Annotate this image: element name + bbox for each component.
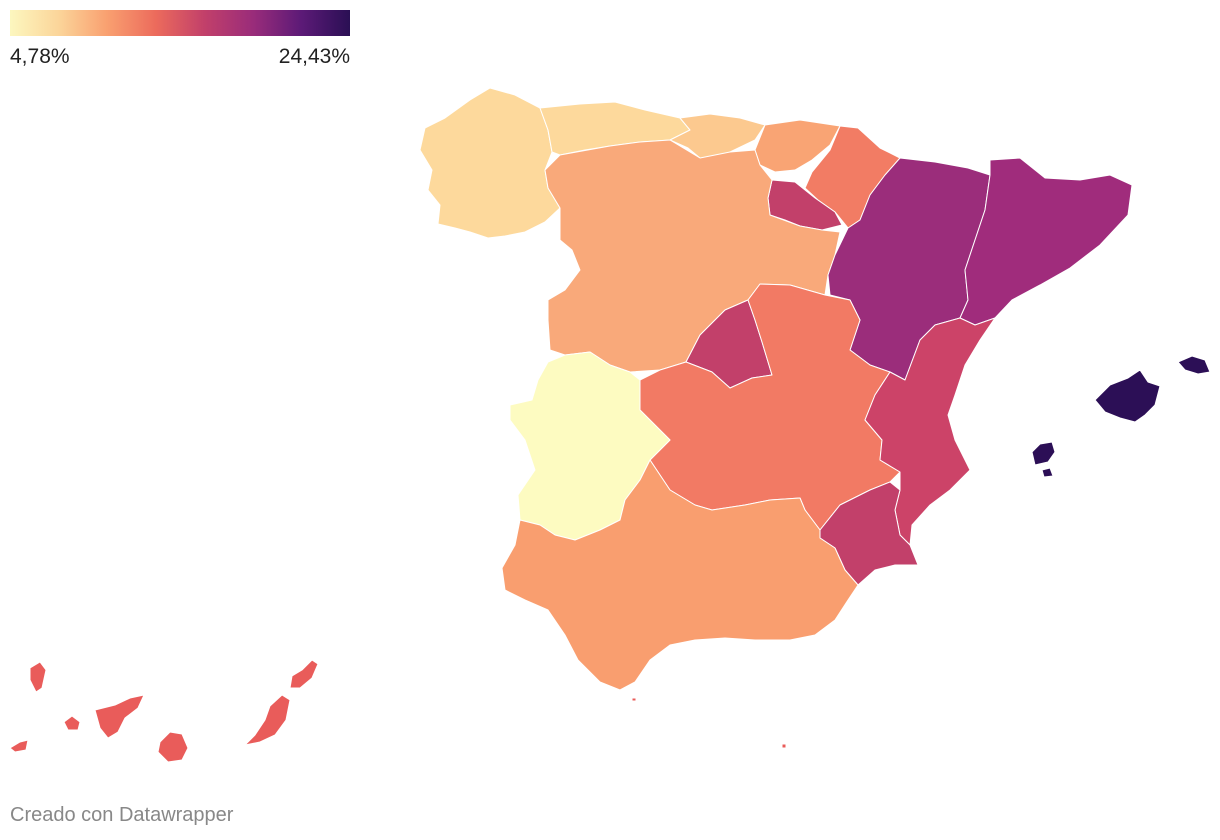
region-melilla[interactable] — [781, 743, 787, 749]
legend-color-scale — [10, 10, 350, 36]
credit-text: Creado con Datawrapper — [10, 804, 234, 826]
region-baleares[interactable] — [1094, 369, 1161, 423]
region-canarias-gran-canaria[interactable] — [157, 731, 189, 763]
region-ceuta[interactable] — [631, 697, 637, 702]
region-andalucia[interactable] — [501, 459, 859, 691]
legend: 4,78% 24,43% — [10, 10, 350, 71]
region-baleares-menorca[interactable] — [1177, 355, 1211, 375]
region-baleares-formentera[interactable] — [1041, 467, 1054, 478]
region-canarias-la-gomera[interactable] — [63, 715, 81, 731]
region-canarias-tenerife[interactable] — [94, 694, 145, 739]
region-canarias-lanzarote[interactable] — [289, 659, 319, 689]
region-canarias-el-hierro[interactable] — [9, 739, 29, 753]
legend-min-label: 4,78% — [10, 45, 70, 68]
region-baleares-ibiza[interactable] — [1031, 441, 1056, 466]
region-galicia[interactable] — [419, 87, 561, 239]
legend-max-label: 24,43% — [278, 45, 350, 68]
region-comunidad-valenciana[interactable] — [864, 317, 996, 546]
region-canarias-la-palma[interactable] — [29, 661, 47, 693]
region-cataluna[interactable] — [959, 157, 1133, 326]
region-canarias-fuerteventura[interactable] — [244, 694, 291, 746]
